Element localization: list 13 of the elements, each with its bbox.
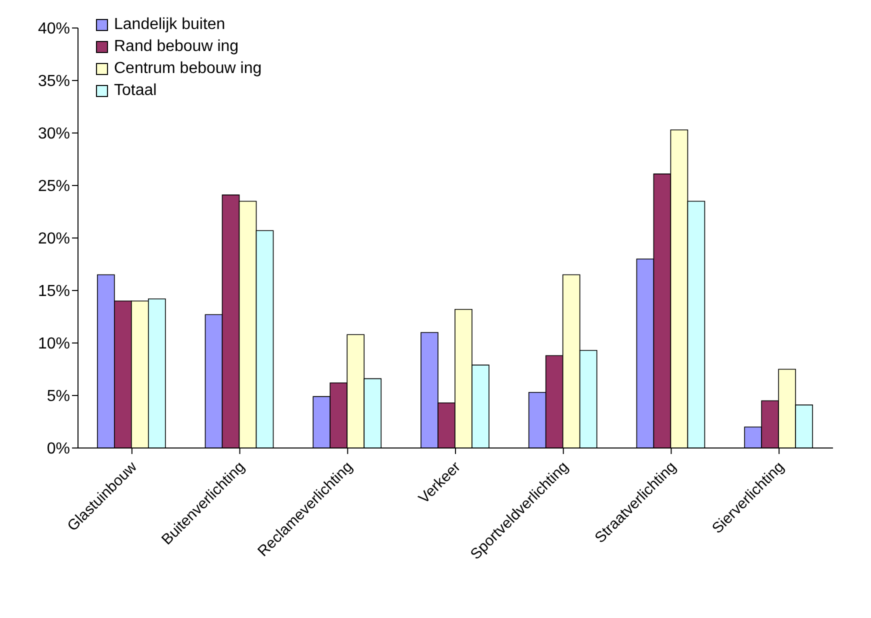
legend-label: Totaal (114, 82, 157, 100)
legend-label: Landelijk buiten (114, 16, 226, 34)
y-tick-label: 20% (38, 230, 70, 248)
y-tick-label: 5% (46, 388, 70, 406)
y-tick-label: 10% (38, 336, 70, 353)
y-tick-label: 40% (38, 20, 70, 38)
legend-label: Rand bebouw ing (114, 38, 239, 56)
y-tick-label: 35% (38, 73, 70, 90)
y-tick-label: 30% (38, 126, 70, 143)
y-tick-label: 25% (38, 178, 70, 196)
y-tick-label: 15% (38, 283, 70, 300)
legend-label: Centrum bebouw ing (114, 60, 262, 78)
y-tick-label: 0% (46, 440, 70, 458)
